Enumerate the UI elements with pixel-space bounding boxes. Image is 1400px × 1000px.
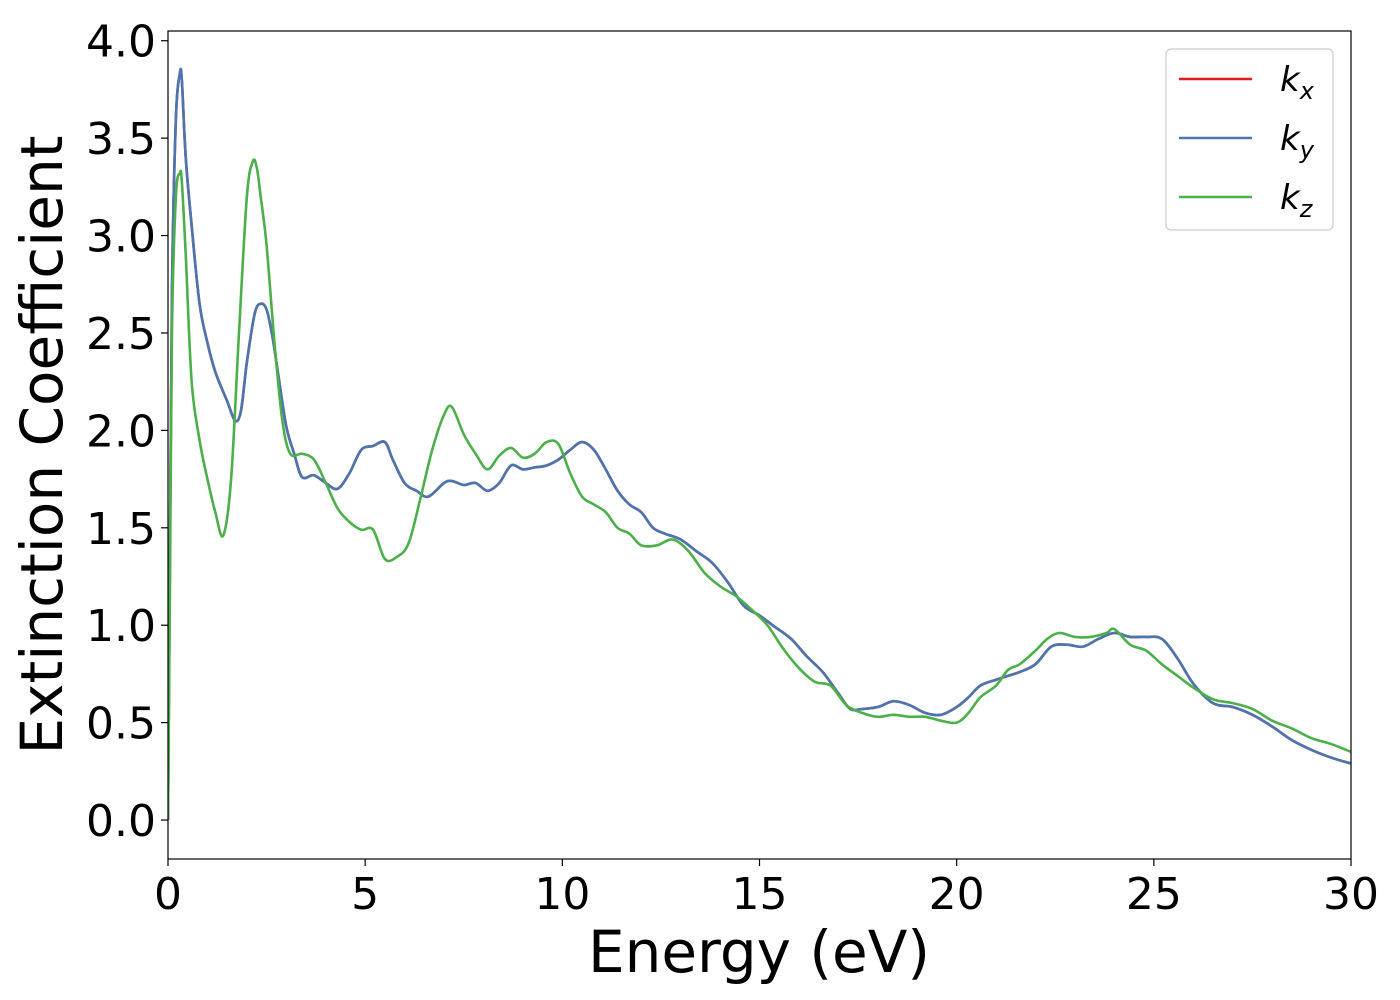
legend-label: ky: [1280, 119, 1315, 164]
legend-label-base: k: [1280, 60, 1301, 100]
legend-label-subscript: y: [1299, 136, 1315, 164]
x-tick-label: 25: [1126, 869, 1182, 920]
x-tick-label: 30: [1323, 869, 1379, 920]
legend-label: kx: [1280, 60, 1315, 105]
legend-label-base: k: [1280, 119, 1301, 159]
y-axis-ticks: 0.0 0.5 1.0 1.5 2.0 2.5 3.0 3.5 4.0: [86, 17, 168, 847]
y-tick-label: 4.0: [86, 17, 156, 68]
plot-area: [168, 31, 1351, 859]
legend-label-subscript: z: [1299, 195, 1314, 223]
y-tick-label: 3.0: [86, 212, 156, 263]
y-tick-label: 1.0: [86, 601, 156, 652]
x-axis-title: Energy (eV): [588, 918, 930, 986]
series-layer: [168, 67, 1351, 821]
series-line-ky: [168, 67, 1351, 821]
series-line-kz: [168, 158, 1351, 821]
x-tick-label: 10: [534, 869, 590, 920]
y-tick-label: 2.5: [86, 309, 156, 360]
y-tick-label: 0.5: [86, 699, 156, 750]
legend-label-base: k: [1280, 178, 1301, 218]
y-tick-label: 2.0: [86, 406, 156, 457]
y-tick-label: 0.0: [86, 796, 156, 847]
legend-label-subscript: x: [1299, 77, 1315, 105]
y-tick-label: 3.5: [86, 114, 156, 165]
x-axis-ticks: 0 5 10 15 20 25 30: [154, 859, 1379, 920]
x-tick-label: 20: [929, 869, 985, 920]
x-tick-label: 5: [351, 869, 379, 920]
legend-frame: [1165, 48, 1334, 231]
y-tick-label: 1.5: [86, 504, 156, 555]
x-tick-label: 0: [154, 869, 182, 920]
x-tick-label: 15: [732, 869, 788, 920]
y-axis-title: Extinction Coefficient: [8, 136, 76, 755]
legend-label: kz: [1280, 178, 1314, 223]
